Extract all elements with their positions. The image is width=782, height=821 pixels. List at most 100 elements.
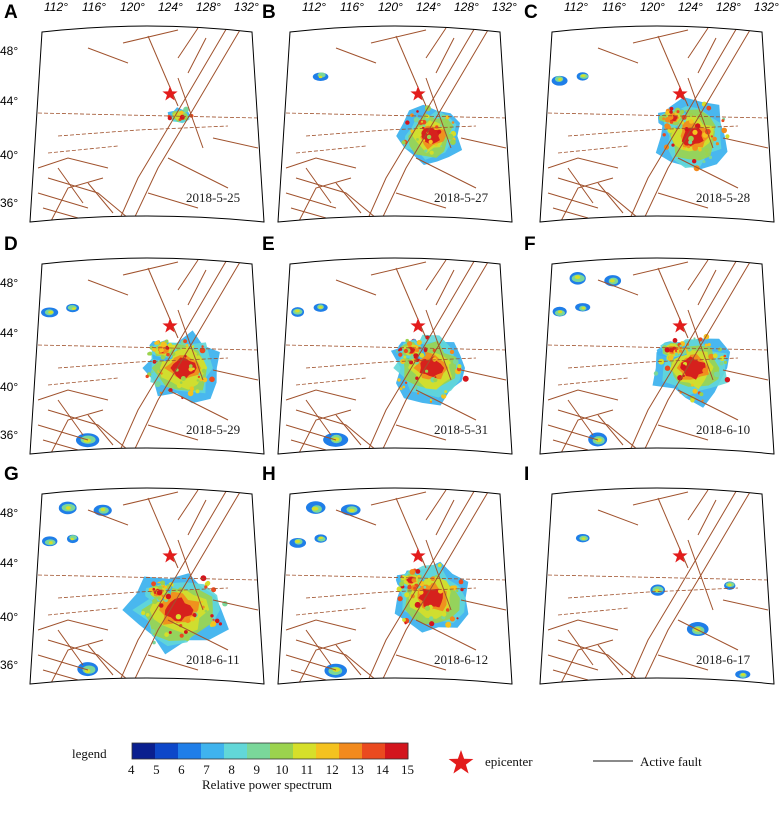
panel-letter: E bbox=[262, 234, 275, 255]
active-fault bbox=[117, 26, 229, 222]
panel-date: 2018-5-27 bbox=[434, 190, 489, 205]
map-panel-b: B 112° 116° 120° 124° 128° 132° 2018-5-27 bbox=[262, 0, 534, 238]
map-frame bbox=[539, 257, 775, 455]
latitude-label: 36° bbox=[0, 428, 19, 442]
boundary-line bbox=[37, 112, 259, 119]
active-fault bbox=[47, 409, 129, 451]
active-fault bbox=[57, 629, 114, 676]
active-fault bbox=[567, 629, 624, 676]
colorbar-segment bbox=[362, 743, 386, 759]
active-fault bbox=[641, 29, 751, 222]
active-fault bbox=[297, 639, 352, 684]
active-fault bbox=[49, 409, 104, 454]
map-panel-f: F 2018-6-10 bbox=[524, 234, 782, 470]
boundary-line bbox=[285, 574, 507, 581]
active-fault bbox=[395, 192, 447, 209]
active-fault bbox=[37, 389, 109, 401]
boundary-line bbox=[47, 607, 119, 616]
active-fault bbox=[37, 424, 89, 451]
anomaly-blob bbox=[394, 561, 469, 633]
anomaly-blob bbox=[655, 97, 730, 172]
active-fault bbox=[379, 261, 489, 454]
active-fault bbox=[177, 77, 204, 149]
longitude-label: 120° bbox=[378, 0, 403, 14]
active-fault bbox=[559, 639, 614, 684]
active-fault bbox=[597, 279, 639, 296]
small-anomaly bbox=[735, 670, 751, 679]
active-fault bbox=[567, 167, 624, 214]
active-fault bbox=[627, 488, 739, 684]
active-fault bbox=[167, 389, 229, 421]
boundary-line bbox=[547, 112, 769, 119]
panel-letter: B bbox=[262, 2, 276, 23]
small-anomaly bbox=[289, 537, 307, 548]
active-fault bbox=[547, 424, 599, 451]
small-anomaly bbox=[305, 501, 326, 514]
panel-letter: C bbox=[524, 2, 538, 23]
active-fault bbox=[295, 639, 377, 681]
colorbar-tick-label: 13 bbox=[350, 762, 364, 777]
colorbar-segment bbox=[270, 743, 294, 759]
boundary-line bbox=[295, 145, 367, 154]
active-fault bbox=[425, 539, 452, 611]
active-fault bbox=[37, 654, 89, 681]
active-fault bbox=[395, 35, 427, 107]
active-fault bbox=[47, 639, 129, 681]
colorbar-segment bbox=[155, 743, 179, 759]
panel-letter: F bbox=[524, 234, 536, 255]
boundary-line bbox=[557, 145, 629, 154]
colorbar-tick-label: 7 bbox=[203, 762, 210, 777]
colorbar-tick-label: 5 bbox=[153, 762, 160, 777]
longitude-label: 124° bbox=[416, 0, 441, 14]
epicenter-star-icon bbox=[410, 318, 426, 333]
active-fault bbox=[297, 177, 352, 222]
small-anomaly bbox=[77, 662, 99, 677]
active-fault bbox=[335, 279, 377, 296]
epicenter-star-icon bbox=[162, 548, 178, 563]
active-fault bbox=[687, 489, 717, 536]
epicenter-star-icon bbox=[162, 86, 178, 101]
active-fault bbox=[547, 389, 619, 401]
panel-date: 2018-5-28 bbox=[696, 190, 751, 205]
active-fault bbox=[415, 157, 477, 189]
panel-letter: H bbox=[262, 464, 276, 485]
active-fault bbox=[285, 654, 337, 681]
epicenter-star-icon bbox=[410, 548, 426, 563]
active-fault bbox=[295, 177, 377, 219]
active-fault bbox=[147, 35, 179, 107]
boundary-line bbox=[47, 145, 119, 154]
active-fault bbox=[177, 489, 207, 536]
active-fault bbox=[305, 629, 362, 676]
colorbar-tick-label: 11 bbox=[300, 762, 314, 777]
colorbar-tick-label: 8 bbox=[228, 762, 235, 777]
colorbar-segment bbox=[224, 743, 248, 759]
epicenter-star-icon bbox=[410, 86, 426, 101]
small-anomaly bbox=[576, 72, 589, 81]
active-fault bbox=[722, 369, 769, 381]
active-fault bbox=[641, 491, 751, 684]
colorbar-tick-label: 10 bbox=[275, 762, 289, 777]
map-panel-h: H 2018-6-12 bbox=[262, 464, 534, 700]
active-fault bbox=[37, 157, 109, 169]
active-fault bbox=[657, 35, 689, 107]
epicenter-star-icon bbox=[672, 548, 688, 563]
active-fault bbox=[687, 27, 717, 74]
anomaly-blob bbox=[396, 104, 463, 165]
active-fault bbox=[597, 509, 639, 526]
longitude-label: 124° bbox=[158, 0, 183, 14]
active-fault bbox=[687, 539, 714, 611]
active-fault bbox=[49, 639, 104, 684]
epicenter-star-icon bbox=[672, 318, 688, 333]
active-fault bbox=[177, 27, 207, 74]
active-fault bbox=[47, 177, 129, 219]
longitude-label: 120° bbox=[640, 0, 665, 14]
epicenter-legend-label: epicenter bbox=[485, 754, 533, 769]
active-fault bbox=[559, 177, 614, 222]
map-canvas bbox=[29, 25, 265, 223]
active-fault bbox=[395, 424, 447, 441]
latitude-label: 40° bbox=[0, 380, 19, 394]
boundary-line bbox=[567, 357, 739, 369]
active-fault bbox=[131, 29, 241, 222]
active-fault bbox=[57, 167, 114, 214]
colorbar-tick-label: 14 bbox=[375, 762, 389, 777]
